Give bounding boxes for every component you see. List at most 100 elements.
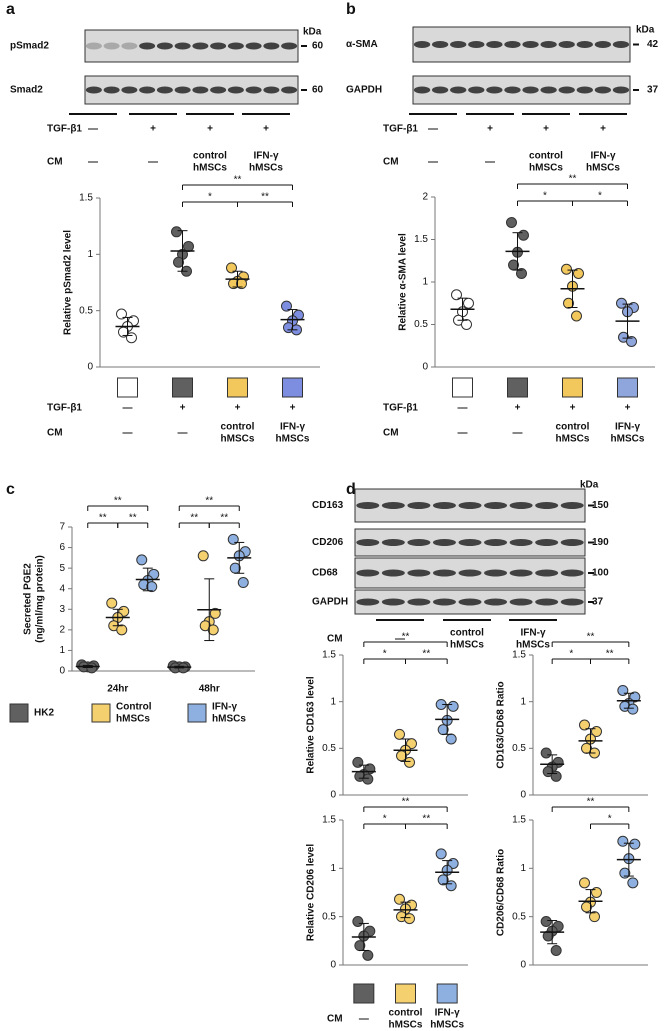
y-tick-label: 1 [422,277,428,288]
panel-label: d [346,481,356,498]
row-value: — [123,428,133,439]
kda-value: 190 [592,537,609,548]
condition-value: hMSCs [193,163,227,174]
row-label: CM [383,428,399,439]
blot-band [594,41,612,48]
data-point [207,624,219,636]
condition-value: — [428,157,438,168]
data-point [394,893,405,905]
blot-band [227,42,244,50]
data-point [404,913,415,925]
blot-band [139,86,156,94]
data-point [136,554,148,566]
blot-band [509,502,533,509]
data-point [437,874,449,886]
kda-value: 100 [592,568,609,579]
legend-label: Control [116,702,152,713]
data-point [627,877,639,889]
blot-band [522,86,539,94]
condition-value: IFN-γ [591,151,616,162]
row-value: hMSCs [389,1020,423,1031]
condition-label: CM [327,634,343,645]
blot-band [450,86,467,94]
y-tick-label: 1 [330,863,336,874]
condition-value: — [88,124,98,135]
blot-band [263,86,280,94]
panel-label: b [346,1,356,18]
condition-label: TGF-β1 [47,124,82,135]
blot-band [558,41,575,48]
significance-label: ** [220,513,228,524]
blot-label: GAPDH [312,597,348,608]
blot-band [535,502,559,509]
row-value: control [221,422,255,433]
y-axis-title: (ng/ml/mg protein) [35,555,46,643]
blot-band [612,86,630,94]
data-point [617,835,629,847]
blot-band [156,42,173,50]
y-tick-label: 6 [59,542,65,553]
condition-value: hMSCs [529,163,563,174]
blot-band [486,41,503,48]
significance-label: ** [402,797,410,808]
blot-band [192,42,209,50]
row-value: — [458,428,468,439]
blot-band [535,598,559,606]
condition-value: + [543,124,549,135]
blot-band [381,569,405,577]
y-tick-label: 0 [330,790,336,801]
data-point [461,319,472,330]
blot-band [432,569,456,577]
y-tick-label: 0.5 [512,911,526,922]
significance-label: ** [99,513,107,524]
x-tick-label: 48hr [199,684,220,695]
condition-label: CM [47,157,63,168]
row-value: — [123,403,133,414]
y-tick-label: 0 [520,960,526,971]
row-value: IFN-γ [280,422,305,433]
kda-value: 150 [592,500,609,511]
blot-band [210,42,227,50]
blot-band [540,86,557,94]
y-tick-label: 0 [87,362,93,373]
data-point [394,728,405,740]
data-point [518,229,529,241]
blot-band [432,598,456,606]
data-point [227,533,239,545]
blot-band [356,598,380,606]
significance-label: ** [190,513,198,524]
blot-row [84,29,299,63]
blot-label: CD163 [312,500,344,511]
blot-band [103,86,120,94]
blot-band [103,42,120,50]
blot-row [412,26,631,63]
row-value: control [556,422,590,433]
y-tick-label: 0.5 [322,743,336,754]
blot-band [612,41,630,48]
y-tick-label: 1.5 [512,650,526,661]
blot-band [227,86,244,94]
data-point [579,877,590,889]
blot-band [245,42,262,50]
blot-band [558,86,575,94]
data-point [404,756,415,768]
legend-swatch [562,377,583,398]
y-tick-label: 2 [422,192,428,203]
blot-band [381,502,405,509]
y-tick-label: 0 [330,960,336,971]
legend-swatch [452,377,473,398]
blot-band [192,86,209,94]
y-tick-label: 7 [59,522,65,533]
blot-band [468,41,485,48]
data-point [589,911,600,923]
significance-label: * [569,649,573,660]
row-value: + [570,403,576,414]
data-point [116,624,128,636]
blot-band [522,41,539,48]
y-axis-title: Relative CD206 level [306,844,317,942]
legend-swatch [353,983,375,1004]
blot-band [458,539,482,546]
legend-swatch [172,377,193,398]
blot-band [509,539,533,546]
kda-value: 37 [647,85,659,96]
